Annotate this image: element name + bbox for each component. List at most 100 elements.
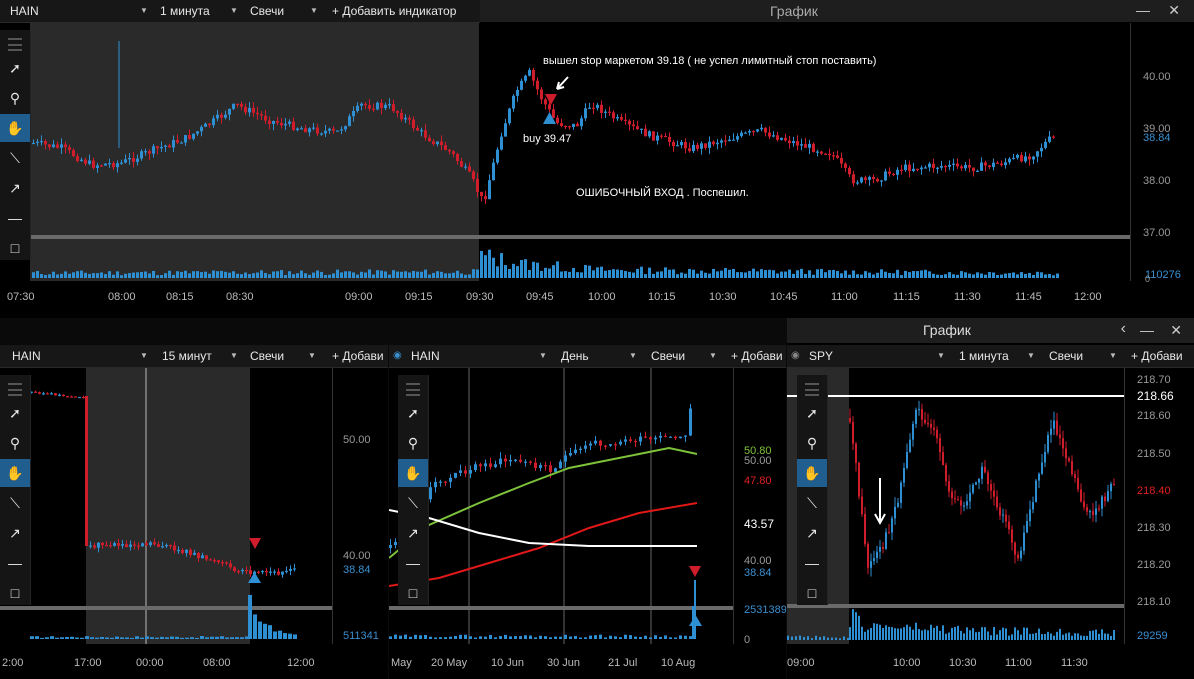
add-indicator-button[interactable]: + Добави (332, 349, 384, 363)
close-button[interactable]: ✕ (1168, 2, 1180, 18)
toolbar-grip-icon[interactable] (8, 38, 22, 51)
pday-price-chart[interactable] (389, 368, 733, 644)
link-icon[interactable]: ◉ (393, 350, 402, 361)
volume-bar (170, 636, 174, 639)
zoom-icon[interactable]: ⚲ (9, 90, 21, 106)
toolbar-grip-icon[interactable] (8, 383, 22, 396)
chevron-down-icon[interactable]: ▼ (937, 351, 945, 360)
line-icon[interactable]: ⟍ (10, 150, 20, 166)
line-icon[interactable]: ⟍ (10, 495, 20, 511)
chevron-down-icon[interactable]: ▼ (140, 351, 148, 360)
arrow-icon[interactable]: ↗ (806, 525, 818, 541)
candle-body (936, 429, 938, 439)
hand-icon[interactable]: ✋ (0, 459, 30, 487)
horizontal-line-icon[interactable]: — (406, 555, 420, 571)
line-icon[interactable]: ⟍ (408, 495, 418, 511)
candle-body (70, 396, 73, 398)
candle-body (424, 130, 427, 138)
pointer-icon[interactable]: ➚ (806, 405, 818, 421)
volume-bar (30, 636, 34, 639)
interval-select[interactable]: 1 минута (160, 4, 210, 18)
chevron-down-icon[interactable]: ▼ (1109, 351, 1117, 360)
line-icon[interactable]: ⟍ (807, 495, 817, 511)
symbol-select[interactable]: HAIN (12, 349, 41, 363)
toolbar-grip-icon[interactable] (805, 383, 819, 396)
chevron-down-icon[interactable]: ▼ (709, 351, 717, 360)
pointer-icon[interactable]: ➚ (9, 60, 21, 76)
link-icon[interactable]: ◉ (791, 350, 800, 361)
candle-body (276, 120, 279, 123)
arrow-icon[interactable]: ↗ (9, 180, 21, 196)
close-button[interactable]: ✕ (1170, 322, 1182, 338)
time-label: 12:00 (287, 657, 315, 669)
add-indicator-button[interactable]: + Добави (1131, 349, 1183, 363)
toolbar-grip-icon[interactable] (406, 383, 420, 396)
zoom-icon[interactable]: ⚲ (806, 435, 818, 451)
chart-type-select[interactable]: Свечи (651, 349, 686, 363)
candle-body (416, 128, 419, 131)
chevron-down-icon[interactable]: ▼ (140, 6, 148, 15)
zoom-icon[interactable]: ⚲ (407, 435, 419, 451)
horizontal-line-icon[interactable]: — (805, 555, 819, 571)
chevron-down-icon[interactable]: ▼ (539, 351, 547, 360)
back-button[interactable]: ‹ (1120, 320, 1126, 337)
spy-titlebar[interactable]: График ‹ — ✕ (787, 318, 1194, 343)
candle-body (44, 141, 47, 145)
symbol-select[interactable]: HAIN (411, 349, 440, 363)
hand-icon[interactable]: ✋ (797, 459, 827, 487)
arrow-icon[interactable]: ↗ (9, 525, 21, 541)
main-price-chart[interactable] (0, 23, 1130, 281)
pointer-icon[interactable]: ➚ (407, 405, 419, 421)
interval-select[interactable]: 1 минута (959, 349, 1009, 363)
rectangle-icon[interactable]: □ (10, 585, 20, 601)
horizontal-line-icon[interactable]: — (8, 210, 22, 226)
chevron-down-icon[interactable]: ▼ (1027, 351, 1035, 360)
time-axis: 2:00 17:00 00:00 08:00 12:00 (0, 657, 332, 675)
symbol-select[interactable]: SPY (809, 349, 834, 363)
volume-bar (364, 272, 367, 278)
volume-bar (599, 634, 602, 639)
chart-type-select[interactable]: Свечи (250, 4, 285, 18)
zoom-icon[interactable]: ⚲ (9, 435, 21, 451)
volume-bar (439, 637, 442, 639)
rectangle-icon[interactable]: □ (10, 240, 20, 256)
volume-bar (988, 272, 991, 278)
chevron-down-icon[interactable]: ▼ (230, 6, 238, 15)
minimize-button[interactable]: — (1136, 2, 1150, 18)
interval-select[interactable]: 15 минут (162, 349, 212, 363)
symbol-select[interactable]: HAIN (10, 4, 39, 18)
hand-icon[interactable]: ✋ (398, 459, 428, 487)
volume-bar (155, 637, 159, 639)
candle-body (1062, 438, 1064, 449)
candle-body (244, 106, 247, 113)
chart-type-select[interactable]: Свечи (1049, 349, 1084, 363)
add-indicator-button[interactable]: + Добавить индикатор (332, 4, 457, 18)
volume-bar (185, 637, 189, 639)
volume-bar (204, 271, 207, 278)
chevron-down-icon[interactable]: ▼ (230, 351, 238, 360)
rectangle-icon[interactable]: □ (807, 585, 817, 601)
minimize-button[interactable]: — (1140, 322, 1154, 338)
volume-bar (576, 272, 579, 278)
main-titlebar[interactable]: График — ✕ (480, 0, 1194, 22)
volume-bar (972, 274, 975, 278)
chevron-down-icon[interactable]: ▼ (629, 351, 637, 360)
candle-body (36, 141, 39, 143)
pointer-icon[interactable]: ➚ (9, 405, 21, 421)
spy-price-chart[interactable] (787, 368, 1124, 644)
candle-body (768, 132, 771, 137)
volume-bar (744, 272, 747, 278)
chevron-down-icon[interactable]: ▼ (308, 351, 316, 360)
interval-select[interactable]: День (561, 349, 589, 363)
candle-body (48, 144, 51, 148)
add-indicator-button[interactable]: + Добави (731, 349, 783, 363)
chart-type-select[interactable]: Свечи (250, 349, 285, 363)
chevron-down-icon[interactable]: ▼ (310, 6, 318, 15)
arrow-icon[interactable]: ↗ (407, 525, 419, 541)
rectangle-icon[interactable]: □ (408, 585, 418, 601)
hand-icon[interactable]: ✋ (0, 114, 30, 142)
p15-price-chart[interactable] (0, 368, 332, 644)
candle-body (876, 178, 879, 182)
candle-body (772, 135, 775, 137)
horizontal-line-icon[interactable]: — (8, 555, 22, 571)
